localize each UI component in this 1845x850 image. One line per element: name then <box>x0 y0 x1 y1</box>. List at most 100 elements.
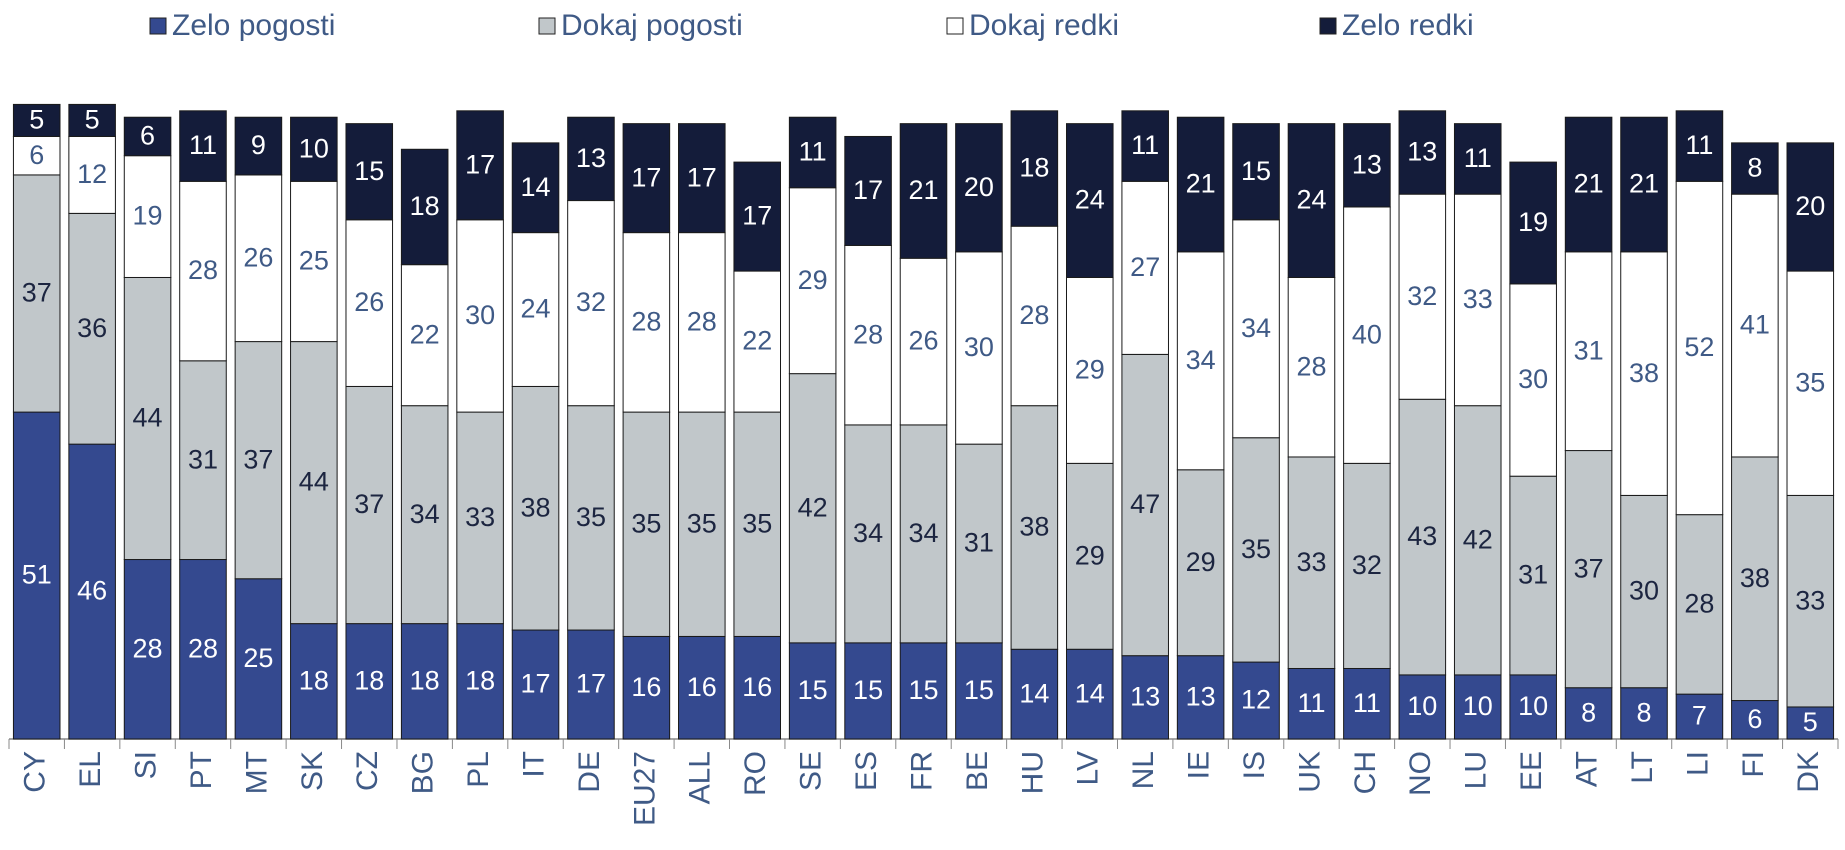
value-label: 5 <box>1803 707 1818 737</box>
value-label: 22 <box>410 319 440 349</box>
value-label: 15 <box>964 675 994 705</box>
bar-segment <box>456 623 504 740</box>
value-label: 19 <box>133 201 163 231</box>
value-label: 15 <box>908 675 938 705</box>
legend-label: Zelo redki <box>1342 9 1474 42</box>
legend-label: Dokaj redki <box>969 9 1119 42</box>
value-label: 52 <box>1684 332 1714 362</box>
legend-swatch <box>149 17 167 35</box>
value-label: 32 <box>576 287 606 317</box>
value-label: 11 <box>1353 688 1381 718</box>
bar-segment <box>290 180 338 343</box>
value-label: 17 <box>687 162 717 192</box>
bar-segment <box>844 424 892 644</box>
bar-segment <box>511 142 560 234</box>
x-tick-label: FI <box>1737 751 1770 778</box>
value-label: 37 <box>243 444 273 474</box>
value-label: 28 <box>687 306 717 336</box>
bar-segment <box>1010 110 1059 227</box>
bar-segment <box>1731 142 1779 195</box>
value-label: 37 <box>22 278 52 308</box>
bar-segment <box>1620 687 1668 740</box>
value-label: 11 <box>1685 130 1713 160</box>
bar-segment <box>400 623 449 740</box>
value-label: 32 <box>1352 550 1382 580</box>
bar-segment <box>1509 283 1557 477</box>
value-label: 5 <box>29 105 44 135</box>
x-tick-label: PT <box>185 751 218 789</box>
value-label: 20 <box>964 172 994 202</box>
value-label: 25 <box>299 246 329 276</box>
bar-segment <box>234 116 283 176</box>
bar-segment <box>567 629 615 740</box>
bar-segment <box>844 135 892 246</box>
x-tick-label: LV <box>1072 751 1105 785</box>
value-label: 30 <box>1518 364 1548 394</box>
value-label: 44 <box>299 467 329 497</box>
bar-segment <box>1121 110 1169 182</box>
value-label: 17 <box>576 669 606 699</box>
value-label: 8 <box>1747 153 1762 183</box>
bar-segment <box>1675 693 1724 740</box>
bar-segment <box>1453 674 1502 740</box>
bar-segment <box>788 642 837 740</box>
value-label: 38 <box>1019 512 1049 542</box>
bar-segment <box>1453 193 1502 407</box>
value-label: 17 <box>742 201 772 231</box>
bar-segment <box>1121 353 1169 657</box>
x-tick-label: ALL <box>684 751 717 804</box>
x-tick-label: FR <box>905 751 938 791</box>
bar-segment <box>179 360 227 561</box>
value-label: 13 <box>1186 681 1216 711</box>
value-label: 42 <box>1463 524 1493 554</box>
value-label: 16 <box>631 672 661 702</box>
x-tick-label: EU27 <box>628 751 661 826</box>
value-label: 31 <box>188 444 218 474</box>
value-label: 15 <box>798 675 828 705</box>
value-label: 7 <box>1692 701 1707 731</box>
bar-segment <box>622 635 671 740</box>
value-label: 12 <box>77 159 107 189</box>
value-label: 30 <box>964 332 994 362</box>
bar-segment <box>678 411 726 637</box>
x-tick-label: EL <box>74 751 107 788</box>
bar-segment <box>1232 123 1280 221</box>
bar-segment <box>1010 405 1059 650</box>
bar-segment <box>290 623 338 740</box>
bar-segment <box>567 200 615 407</box>
bar-segment <box>899 123 948 259</box>
value-label: 10 <box>299 133 329 163</box>
bar-segment <box>68 103 116 137</box>
bar-segment <box>1065 123 1114 278</box>
bar-segment <box>1398 674 1447 740</box>
bar-segment <box>955 123 1003 253</box>
bar-segment <box>179 559 227 740</box>
bar-segment <box>12 411 61 740</box>
value-label: 19 <box>1518 207 1548 237</box>
value-label: 6 <box>29 140 44 170</box>
value-label: 11 <box>1131 130 1159 160</box>
value-label: 6 <box>1747 704 1762 734</box>
value-label: 38 <box>521 492 551 522</box>
value-label: 21 <box>1186 169 1216 199</box>
value-label: 25 <box>243 643 273 673</box>
value-label: 28 <box>1296 351 1326 381</box>
x-tick-label: LU <box>1460 751 1493 789</box>
bar-segment <box>1232 661 1280 740</box>
bar-segment <box>68 443 116 740</box>
value-label: 28 <box>188 633 218 663</box>
x-tick-label: IS <box>1238 751 1271 779</box>
bar-segment <box>1731 456 1779 702</box>
value-label: 28 <box>1019 300 1049 330</box>
value-label: 34 <box>1241 313 1271 343</box>
value-label: 28 <box>1684 589 1714 619</box>
bar-segment <box>345 385 394 625</box>
x-tick-label: ES <box>850 751 883 791</box>
value-label: 31 <box>1574 335 1604 365</box>
bar-segment <box>1564 116 1613 253</box>
x-tick-label: UK <box>1293 751 1326 793</box>
value-label: 18 <box>410 665 440 695</box>
bar-segment <box>1398 398 1447 676</box>
value-label: 43 <box>1407 521 1437 551</box>
